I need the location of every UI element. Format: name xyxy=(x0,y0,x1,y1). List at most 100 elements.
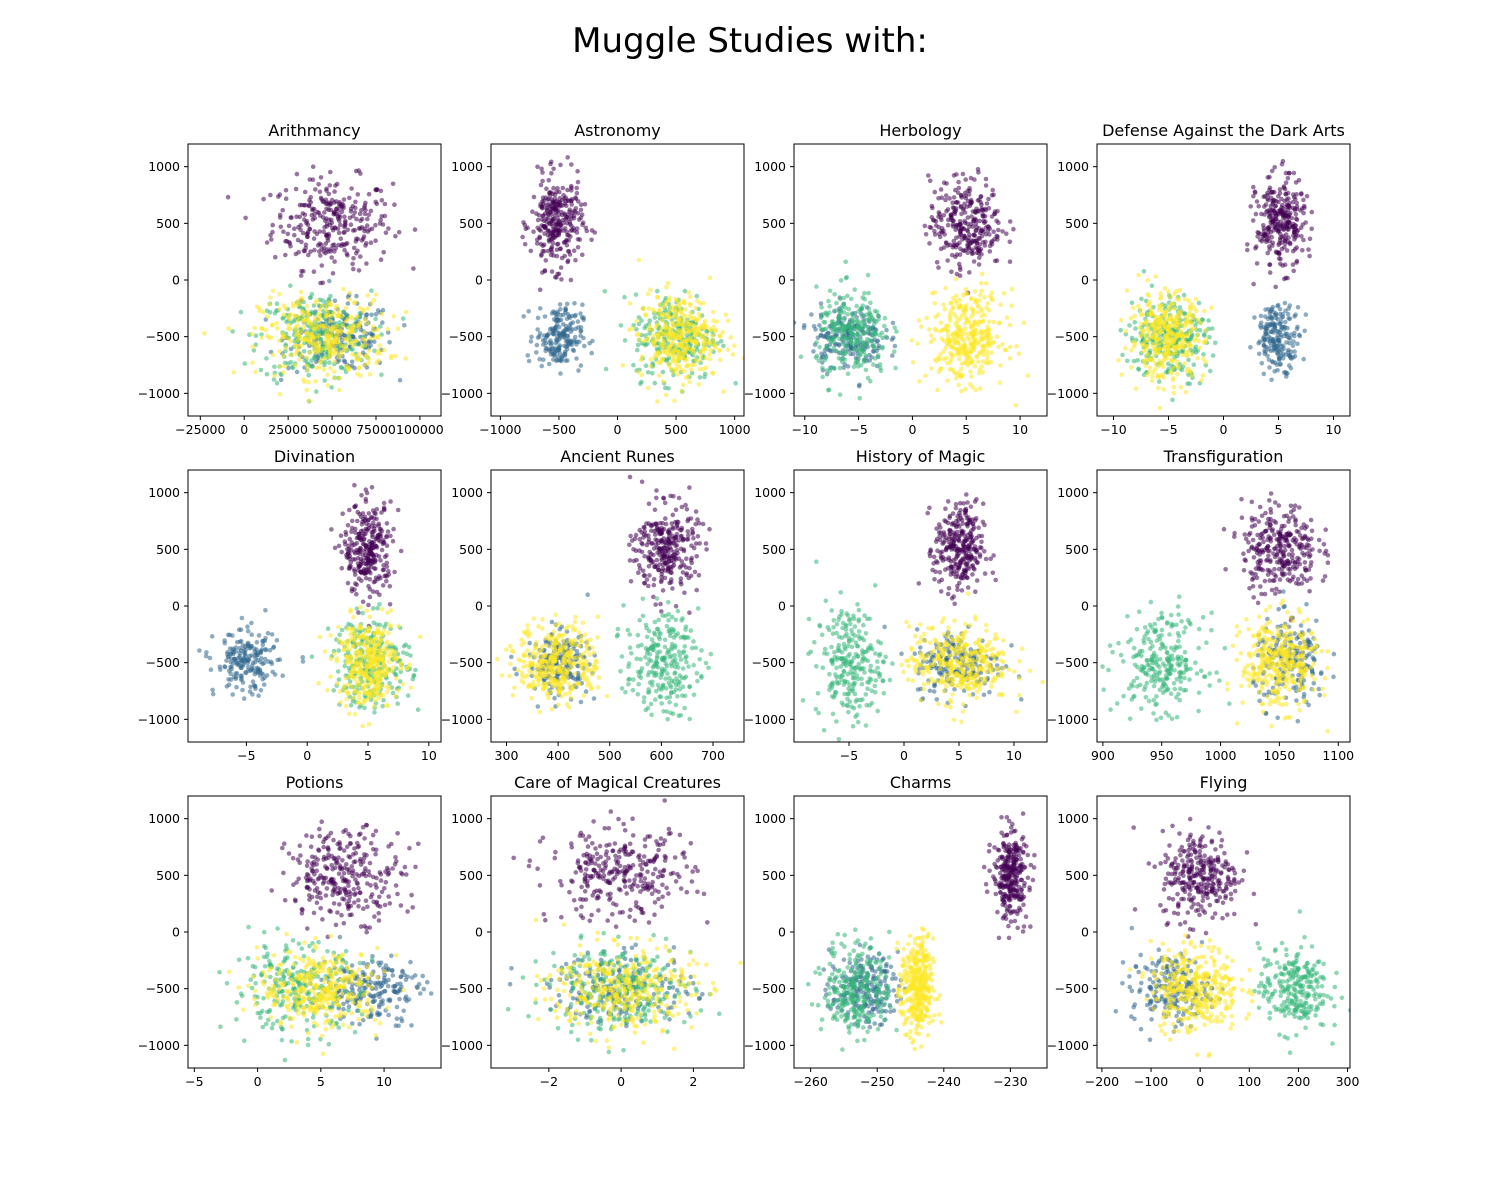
scatter-point-yellow xyxy=(656,332,661,338)
scatter-point-yellow xyxy=(988,335,994,341)
scatter-point-yellow xyxy=(667,344,672,349)
scatter-point-purple xyxy=(565,155,570,160)
scatter-point-green xyxy=(823,355,828,361)
scatter-point-yellow xyxy=(306,321,312,327)
scatter-point-yellow xyxy=(365,293,371,298)
scatter-point-purple xyxy=(539,166,544,172)
scatter-point-green xyxy=(837,313,842,318)
scatter-point-purple xyxy=(949,217,954,223)
scatter-point-purple xyxy=(576,217,582,222)
scatter-point-green xyxy=(837,365,843,371)
scatter-point-yellow xyxy=(952,330,957,336)
scatter-point-purple xyxy=(324,221,330,227)
scatter-point-purple xyxy=(353,199,358,205)
scatter-point-purple xyxy=(927,241,932,246)
scatter-point-purple xyxy=(986,206,992,211)
scatter-point-yellow xyxy=(670,359,676,364)
scatter-point-green xyxy=(827,288,833,294)
scatter-point-purple xyxy=(987,249,993,254)
scatter-point-yellow xyxy=(947,337,953,343)
x-tick-label: −10 xyxy=(1100,422,1126,437)
scatter-point-purple xyxy=(1262,232,1267,238)
scatter-point-green xyxy=(682,288,688,294)
scatter-point-purple xyxy=(292,232,297,238)
scatter-point-blue xyxy=(1285,325,1290,331)
scatter-point-blue xyxy=(794,320,797,325)
scatter-point-yellow xyxy=(347,297,353,302)
scatter-point-purple xyxy=(387,602,393,607)
scatter-point-blue xyxy=(1275,367,1280,373)
scatter-point-purple xyxy=(961,226,966,232)
scatter-point-green xyxy=(860,345,865,351)
scatter-point-green xyxy=(843,259,848,265)
scatter-point-purple xyxy=(522,241,528,247)
x-tick-label: −500 xyxy=(542,422,576,437)
scatter-point-blue xyxy=(1278,361,1283,367)
scatter-point-purple xyxy=(1251,184,1256,190)
scatter-point-yellow xyxy=(325,383,331,388)
scatter-point-yellow xyxy=(272,373,277,378)
scatter-point-yellow xyxy=(674,310,680,315)
subplot-astronomy: Astronomy−1000 −500 0 500 1000−1000−50005001… xyxy=(441,121,751,437)
scatter-point-purple xyxy=(338,222,343,228)
scatter-point-blue xyxy=(1295,324,1300,330)
scatter-point-purple xyxy=(368,240,374,245)
scatter-point-purple xyxy=(334,181,340,187)
scatter-point-purple xyxy=(558,162,563,168)
scatter-point-purple xyxy=(986,196,991,202)
scatter-point-yellow xyxy=(938,320,944,326)
scatter-point-purple xyxy=(573,195,578,200)
scatter-point-blue xyxy=(385,330,391,335)
x-tick-label: 50000 xyxy=(312,422,352,437)
scatter-point-green xyxy=(238,309,244,315)
scatter-point-purple xyxy=(1303,220,1308,225)
scatter-point-green xyxy=(858,363,864,368)
scatter-point-purple xyxy=(941,245,947,250)
scatter-point-purple xyxy=(1248,204,1253,209)
scatter-point-blue xyxy=(1277,321,1282,326)
scatter-point-yellow xyxy=(964,303,969,308)
scatter-point-yellow xyxy=(640,305,646,311)
scatter-point-purple xyxy=(538,204,543,209)
scatter-point-yellow xyxy=(1178,333,1184,338)
scatter-point-yellow xyxy=(973,387,979,393)
scatter-point-purple xyxy=(974,240,980,246)
scatter-point-yellow xyxy=(290,304,296,309)
scatter-point-yellow xyxy=(963,360,969,366)
scatter-point-yellow xyxy=(1188,307,1193,313)
scatter-point-blue xyxy=(1283,308,1288,314)
scatter-point-blue xyxy=(811,349,816,354)
scatter-point-purple xyxy=(362,571,368,576)
scatter-point-purple xyxy=(1273,225,1278,230)
scatter-point-purple xyxy=(942,232,947,237)
scatter-point-blue xyxy=(1267,323,1273,328)
scatter-point-blue xyxy=(818,333,823,339)
scatter-point-purple xyxy=(359,238,365,243)
scatter-point-green xyxy=(1186,357,1191,363)
scatter-point-yellow xyxy=(313,323,319,328)
scatter-point-yellow xyxy=(996,320,1002,326)
scatter-point-yellow xyxy=(964,291,970,297)
scatter-point-green xyxy=(618,323,624,328)
y-tick-label: 1000 xyxy=(451,159,483,174)
scatter-point-yellow xyxy=(354,356,360,362)
scatter-point-purple xyxy=(369,561,375,566)
scatter-point-blue xyxy=(210,687,215,693)
scatter-point-yellow xyxy=(1193,296,1199,302)
scatter-point-blue xyxy=(1257,339,1263,344)
scatter-point-green xyxy=(378,324,383,329)
scatter-point-blue xyxy=(1291,339,1296,344)
scatter-point-purple xyxy=(355,192,361,197)
scatter-point-purple xyxy=(1275,250,1281,255)
scatter-point-yellow xyxy=(1162,286,1168,291)
scatter-point-yellow xyxy=(636,337,642,342)
scatter-point-green xyxy=(1208,368,1213,374)
scatter-point-yellow xyxy=(967,320,972,325)
scatter-point-purple xyxy=(342,229,347,235)
scatter-point-yellow xyxy=(1016,351,1022,357)
scatter-point-purple xyxy=(339,549,345,555)
scatter-point-green xyxy=(857,322,862,328)
scatter-point-blue xyxy=(1248,345,1253,350)
scatter-point-purple xyxy=(1007,239,1013,245)
scatter-point-purple xyxy=(1007,259,1013,265)
